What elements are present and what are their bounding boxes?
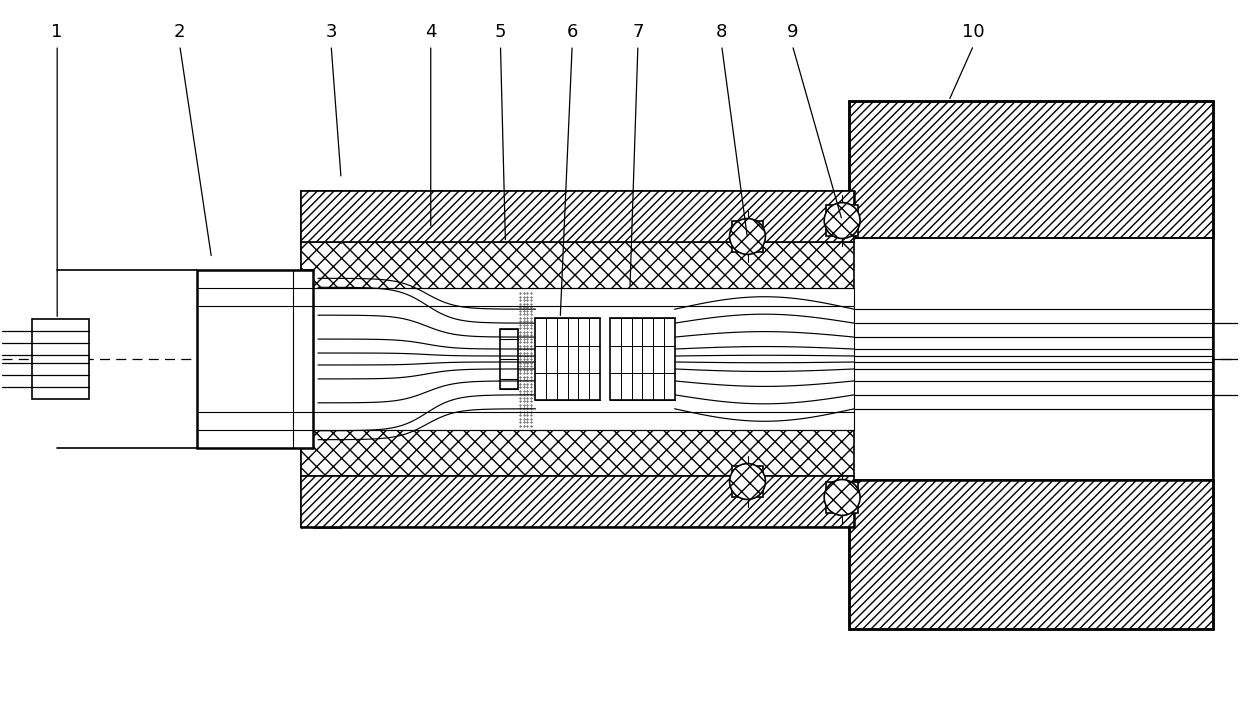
Bar	[301, 288, 854, 430]
Text: 8: 8	[715, 23, 728, 41]
Text: 3: 3	[325, 23, 337, 41]
Text: 6: 6	[567, 23, 578, 41]
Bar	[301, 191, 854, 243]
Bar	[849, 101, 1213, 238]
Circle shape	[729, 218, 765, 254]
Bar	[732, 220, 764, 253]
Bar	[536, 318, 600, 400]
Circle shape	[825, 202, 861, 238]
Text: 4: 4	[425, 23, 436, 41]
Bar	[197, 271, 314, 447]
Circle shape	[825, 480, 861, 516]
Bar	[732, 465, 764, 498]
Bar	[610, 318, 675, 400]
Text: 9: 9	[786, 23, 799, 41]
Bar	[826, 205, 858, 236]
Bar	[301, 243, 854, 475]
Text: 2: 2	[174, 23, 186, 41]
Bar	[826, 482, 858, 513]
Circle shape	[729, 464, 765, 500]
Bar	[32, 320, 89, 398]
Text: 5: 5	[495, 23, 506, 41]
Text: 10: 10	[962, 23, 985, 41]
Bar	[301, 475, 854, 527]
Text: 7: 7	[632, 23, 644, 41]
Bar	[501, 329, 518, 389]
Bar	[849, 480, 1213, 629]
Bar	[849, 238, 1213, 480]
Text: 1: 1	[52, 23, 63, 41]
